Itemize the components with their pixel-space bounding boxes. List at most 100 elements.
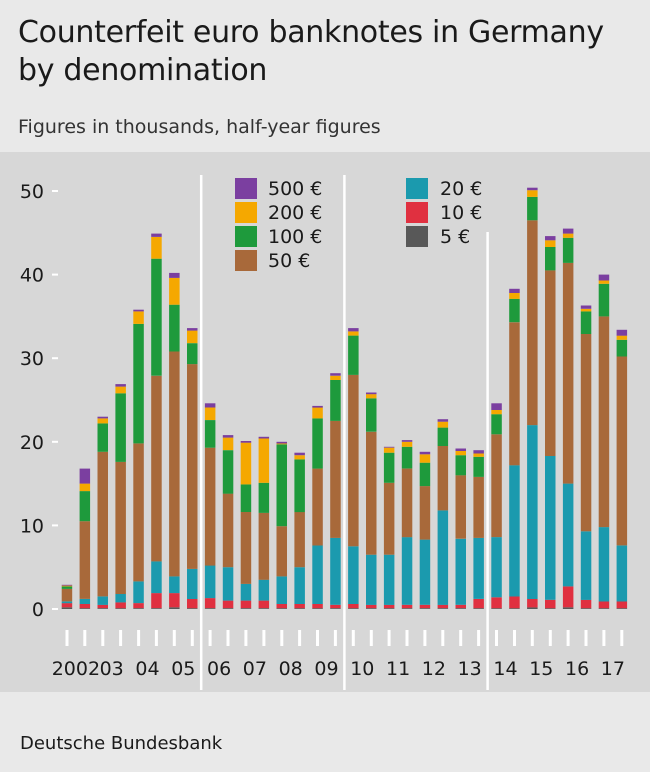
bar-segment-10 bbox=[133, 603, 144, 609]
legend-label-100: 100 € bbox=[268, 226, 322, 248]
legend-swatch-5 bbox=[406, 226, 428, 247]
x-tick-mark bbox=[172, 630, 176, 646]
bar-segment-50 bbox=[616, 356, 628, 546]
bar-segment-10 bbox=[562, 586, 574, 608]
bar-segment-50 bbox=[240, 512, 252, 584]
bar-segment-100 bbox=[455, 455, 466, 476]
x-tick-mark bbox=[477, 630, 481, 646]
x-tick-label: 11 bbox=[386, 658, 410, 680]
bar-segment-5 bbox=[616, 608, 628, 609]
bar-segment-500 bbox=[258, 436, 270, 439]
x-tick-mark bbox=[333, 630, 337, 646]
bar-segment-100 bbox=[133, 323, 144, 444]
bar-segment-200 bbox=[348, 331, 359, 336]
bar-segment-5 bbox=[133, 608, 144, 609]
bar-segment-10 bbox=[383, 604, 395, 609]
bar-segment-10 bbox=[222, 600, 234, 609]
bar-segment-100 bbox=[383, 452, 395, 483]
bar-segment-500 bbox=[366, 392, 377, 395]
bar-segment-10 bbox=[348, 604, 359, 609]
bar-segment-200 bbox=[222, 437, 234, 451]
bar-segment-500 bbox=[61, 584, 73, 586]
bar-segment-100 bbox=[598, 283, 610, 317]
bar-segment-5 bbox=[240, 608, 252, 609]
bar-segment-200 bbox=[276, 443, 287, 445]
x-tick-mark bbox=[548, 630, 552, 646]
bar-segment-20 bbox=[348, 546, 359, 604]
bar-segment-100 bbox=[419, 462, 431, 487]
x-tick-mark bbox=[65, 630, 69, 646]
x-tick-mark bbox=[423, 630, 427, 646]
legend-swatch-100 bbox=[235, 226, 257, 247]
bar-segment-50 bbox=[580, 334, 592, 532]
bar-segment-20 bbox=[294, 567, 305, 604]
bar-segment-20 bbox=[419, 539, 431, 605]
legend-label-5: 5 € bbox=[440, 226, 470, 248]
bar-segment-10 bbox=[419, 604, 431, 609]
bar-segment-100 bbox=[509, 298, 520, 323]
bar-segment-10 bbox=[455, 604, 466, 609]
bar-segment-50 bbox=[473, 476, 484, 538]
chart-title: Counterfeit euro banknotes in Germany by… bbox=[18, 15, 604, 88]
bar-segment-500 bbox=[437, 419, 449, 422]
bar-segment-500 bbox=[562, 228, 574, 234]
bar-segment-50 bbox=[258, 512, 270, 580]
bar-segment-5 bbox=[580, 608, 592, 609]
bar-segment-50 bbox=[562, 262, 574, 484]
bar-segment-50 bbox=[312, 468, 323, 546]
x-tick-label: 10 bbox=[350, 658, 374, 680]
bar-segment-200 bbox=[330, 375, 341, 380]
x-tick-mark bbox=[584, 630, 588, 646]
bar-segment-10 bbox=[491, 597, 502, 609]
bar-segment-10 bbox=[366, 604, 377, 609]
bar-segment-200 bbox=[616, 335, 628, 340]
bar-segment-10 bbox=[598, 601, 610, 609]
bar-segment-50 bbox=[294, 512, 305, 568]
bar-segment-50 bbox=[437, 446, 449, 511]
bar-segment-500 bbox=[294, 452, 305, 456]
bar-segment-200 bbox=[115, 386, 126, 394]
x-tick-label: 06 bbox=[207, 658, 231, 680]
bar-segment-100 bbox=[97, 423, 108, 452]
bar-segment-100 bbox=[79, 491, 91, 522]
bar-segment-200 bbox=[61, 585, 73, 587]
bar-segment-20 bbox=[366, 554, 377, 605]
x-tick-label: 12 bbox=[422, 658, 446, 680]
bar-segment-500 bbox=[383, 446, 395, 448]
bar-segment-5 bbox=[366, 608, 377, 609]
x-tick-mark bbox=[280, 630, 284, 646]
bar-segment-500 bbox=[580, 305, 592, 309]
bar-segment-5 bbox=[312, 608, 323, 609]
bar-segment-200 bbox=[133, 311, 144, 324]
bar-segment-500 bbox=[330, 373, 341, 376]
bar-segment-20 bbox=[61, 601, 73, 604]
bar-segment-100 bbox=[491, 414, 502, 435]
bar-segment-10 bbox=[240, 600, 252, 609]
bar-segment-200 bbox=[509, 293, 520, 299]
bar-segment-100 bbox=[61, 586, 73, 589]
x-tick-mark bbox=[513, 630, 516, 646]
bar-segment-200 bbox=[204, 407, 216, 420]
bar-segment-200 bbox=[455, 451, 466, 456]
bar-segment-20 bbox=[276, 576, 287, 604]
bar-segment-20 bbox=[97, 596, 108, 605]
bar-segment-10 bbox=[401, 604, 413, 609]
x-tick-mark bbox=[530, 630, 534, 646]
bar-segment-500 bbox=[527, 187, 538, 191]
bar-segment-50 bbox=[491, 434, 502, 538]
bar-segment-10 bbox=[545, 599, 556, 609]
bar-segment-500 bbox=[169, 272, 180, 278]
x-tick-mark bbox=[298, 630, 302, 646]
legend-swatch-200 bbox=[235, 202, 257, 223]
bar-segment-5 bbox=[437, 608, 449, 609]
bar-segment-5 bbox=[187, 608, 198, 609]
bar-segment-5 bbox=[258, 608, 270, 609]
bar-segment-20 bbox=[545, 456, 556, 600]
bar-segment-10 bbox=[258, 600, 270, 609]
bar-segment-200 bbox=[562, 233, 574, 238]
bar-segment-20 bbox=[580, 531, 592, 600]
bar-segment-200 bbox=[151, 237, 162, 259]
legend-label-200: 200 € bbox=[268, 202, 322, 224]
bar-segment-50 bbox=[276, 526, 287, 577]
x-tick-mark bbox=[190, 630, 194, 646]
